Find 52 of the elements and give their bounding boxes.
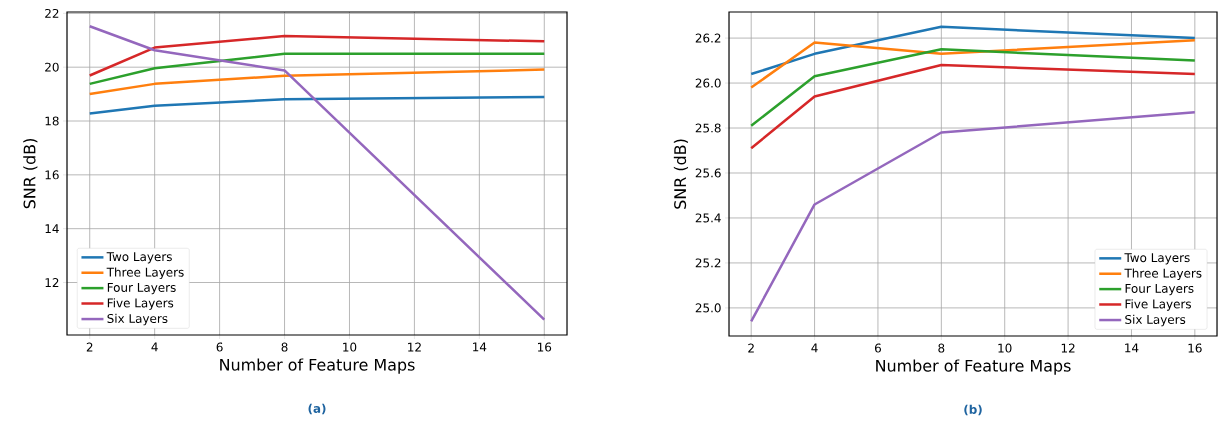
y-tick-label: 16 [45, 170, 59, 180]
legend-label: Two Layers [106, 252, 172, 264]
x-tick-label: 14 [1125, 343, 1139, 353]
x-tick-label: 2 [748, 343, 754, 353]
x-tick-label: 6 [216, 342, 223, 352]
y-tick-label: 25.0 [695, 303, 721, 313]
x-tick-label: 2 [86, 342, 93, 352]
x-tick-label: 16 [537, 342, 552, 352]
x-tick-label: 14 [473, 342, 487, 352]
x-tick-label: 16 [1188, 343, 1202, 353]
line-series [749, 48, 1197, 128]
y-tick-label: 26.2 [695, 33, 721, 43]
text: (a) [308, 403, 326, 415]
x-tick-label: 12 [1061, 343, 1075, 353]
legend-label: Four Layers [1125, 284, 1194, 296]
x-tick-label: 6 [874, 343, 882, 353]
y-tick-label: 22 [45, 8, 59, 18]
x-tick-label: 10 [998, 343, 1012, 353]
line-series [749, 63, 1197, 150]
y-tick-label: 26.0 [695, 78, 721, 88]
text: (b) [964, 404, 982, 416]
x-tick-label: 10 [343, 342, 357, 352]
legend-label: Six Layers [107, 313, 168, 326]
x-tick-label: 4 [811, 343, 818, 353]
legend-label: Three Layers [106, 267, 184, 280]
legend-label: Three Layers [1124, 268, 1202, 280]
x-tick-label: 12 [408, 342, 421, 352]
x-tick-label: 8 [938, 343, 945, 353]
y-tick-label: 18 [45, 116, 59, 126]
y-axis-title: SNR (dB) [23, 139, 38, 209]
y-tick-label: 12 [45, 278, 59, 287]
y-tick-label: 14 [45, 224, 59, 234]
y-tick-label: 25.6 [695, 168, 721, 178]
x-axis-title: Number of Feature Maps [876, 359, 1071, 375]
legend-label: Four Layers [107, 283, 176, 295]
line-series [88, 68, 546, 96]
y-tick-label: 20 [45, 62, 59, 72]
x-tick-label: 8 [281, 342, 288, 352]
y-tick-label: 25.2 [695, 258, 721, 268]
line-series [88, 34, 546, 77]
line-series [88, 95, 546, 115]
y-axis-title: SNR (dB) [673, 139, 689, 209]
y-tick-label: 25.4 [695, 213, 721, 223]
x-tick-label: 4 [151, 342, 158, 352]
line-series [749, 39, 1197, 89]
legend-label: Five Layers [107, 298, 174, 310]
legend-label: Five Layers [1125, 299, 1191, 311]
x-axis-title: Number of Feature Maps [220, 358, 415, 374]
legend-label: Six Layers [1125, 314, 1186, 327]
y-tick-label: 25.8 [695, 123, 721, 133]
line-series [749, 25, 1197, 76]
legend-label: Two Layers [1124, 253, 1190, 265]
